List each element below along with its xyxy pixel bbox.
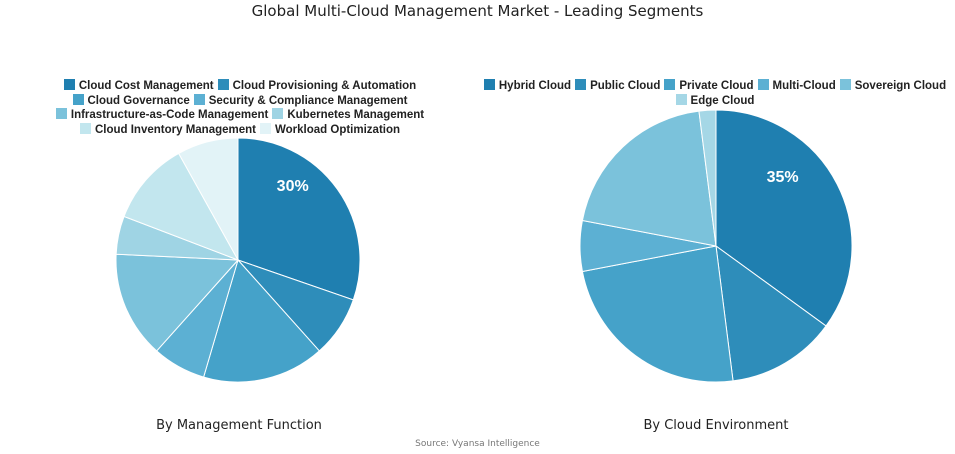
pie-slice-edge-cloud bbox=[698, 109, 717, 247]
pie-slice-cloud-inventory-management bbox=[123, 152, 240, 261]
legend-label: Infrastructure-as-Code Management bbox=[70, 109, 269, 121]
chart-title: Global Multi-Cloud Management Market - L… bbox=[251, 2, 704, 20]
legend-item-sovereign-cloud: Sovereign Cloud bbox=[839, 79, 947, 94]
legend-item-infrastructure-as-code-management: Infrastructure-as-Code Management bbox=[55, 108, 269, 123]
legend-item-private-cloud: Private Cloud bbox=[664, 79, 754, 94]
legend-label: Sovereign Cloud bbox=[854, 80, 947, 92]
legend-label: Public Cloud bbox=[590, 80, 661, 92]
legend-row: Edge Cloud bbox=[475, 93, 955, 109]
legend-label: Cloud Provisioning & Automation bbox=[232, 80, 417, 92]
legend-label: Private Cloud bbox=[679, 80, 754, 92]
legend-swatch bbox=[217, 79, 229, 90]
legend-cloud-environment: Hybrid Cloud Public Cloud Private Cloud Mul… bbox=[475, 79, 955, 108]
legend-swatch bbox=[193, 93, 205, 105]
legend-swatch bbox=[55, 108, 67, 119]
legend-swatch bbox=[575, 79, 587, 90]
legend-item-multi-cloud: Multi-Cloud bbox=[757, 79, 836, 94]
legend-item-hybrid-cloud: Hybrid Cloud bbox=[483, 79, 572, 94]
pie-slice-cloud-cost-management bbox=[237, 137, 361, 301]
legend-item-edge-cloud: Edge Cloud bbox=[675, 93, 755, 109]
legend-item-cloud-provisioning-automation: Cloud Provisioning & Automation bbox=[217, 79, 417, 94]
legend-swatch bbox=[483, 79, 495, 90]
legend-swatch bbox=[72, 93, 84, 105]
pie-slice-workload-optimization bbox=[177, 137, 239, 262]
legend-label: Cloud Governance bbox=[87, 94, 190, 107]
legend-row: Cloud Governance Security & Compliance Ma… bbox=[40, 93, 440, 109]
pie-slice-hybrid-cloud bbox=[715, 109, 853, 327]
legend-item-security-compliance-management: Security & Compliance Management bbox=[193, 93, 408, 109]
pie-slice-sovereign-cloud bbox=[581, 110, 717, 247]
legend-row: Infrastructure-as-Code Management Kuberne… bbox=[40, 108, 440, 123]
legend-swatch bbox=[79, 122, 91, 134]
pie-slice-private-cloud bbox=[581, 245, 734, 383]
pie-slice-public-cloud bbox=[715, 244, 827, 382]
legend-management-function: Cloud Cost Management Cloud Provisioning … bbox=[40, 79, 440, 137]
legend-item-cloud-governance: Cloud Governance bbox=[72, 93, 190, 109]
legend-swatch bbox=[272, 108, 284, 119]
pie-slice-infrastructure-as-code-management bbox=[115, 253, 240, 352]
pie-cloud-environment: 35% bbox=[579, 109, 853, 383]
legend-label: Cloud Cost Management bbox=[78, 80, 214, 92]
legend-row: Hybrid Cloud Public Cloud Private Cloud Mul… bbox=[475, 79, 955, 94]
source-note: Source: Vyansa Intelligence bbox=[415, 439, 540, 449]
legend-label: Cloud Inventory Management bbox=[94, 123, 256, 136]
legend-label: Security & Compliance Management bbox=[208, 94, 408, 107]
legend-swatch bbox=[260, 122, 271, 134]
data-label-cloud-cost-management: 30% bbox=[277, 178, 309, 195]
legend-item-public-cloud: Public Cloud bbox=[575, 79, 660, 94]
legend-item-workload-optimization: Workload Optimization bbox=[260, 122, 401, 138]
legend-label: Multi-Cloud bbox=[772, 80, 836, 92]
legend-swatch bbox=[757, 79, 769, 90]
legend-item-cloud-inventory-management: Cloud Inventory Management bbox=[79, 122, 256, 138]
legend-item-kubernetes-management: Kubernetes Management bbox=[272, 108, 424, 123]
legend-row: Cloud Cost Management Cloud Provisioning … bbox=[40, 79, 440, 94]
pie-slice-cloud-governance bbox=[203, 258, 321, 383]
legend-label: Kubernetes Management bbox=[287, 109, 425, 121]
caption-cloud-environment: By Cloud Environment bbox=[643, 418, 789, 433]
legend-swatch bbox=[675, 93, 687, 105]
legend-label: Hybrid Cloud bbox=[498, 80, 572, 92]
data-label-hybrid-cloud: 35% bbox=[767, 169, 799, 186]
legend-label: Workload Optimization bbox=[275, 123, 401, 136]
legend-item-cloud-cost-management: Cloud Cost Management bbox=[63, 79, 214, 94]
legend-row: Cloud Inventory Management Workload Optim… bbox=[40, 122, 440, 138]
legend-swatch bbox=[63, 79, 75, 90]
legend-swatch bbox=[839, 79, 851, 90]
caption-management-function: By Management Function bbox=[156, 418, 322, 433]
pie-management-function: 30% bbox=[115, 137, 361, 383]
legend-label: Edge Cloud bbox=[690, 94, 755, 107]
legend-swatch bbox=[664, 79, 676, 90]
